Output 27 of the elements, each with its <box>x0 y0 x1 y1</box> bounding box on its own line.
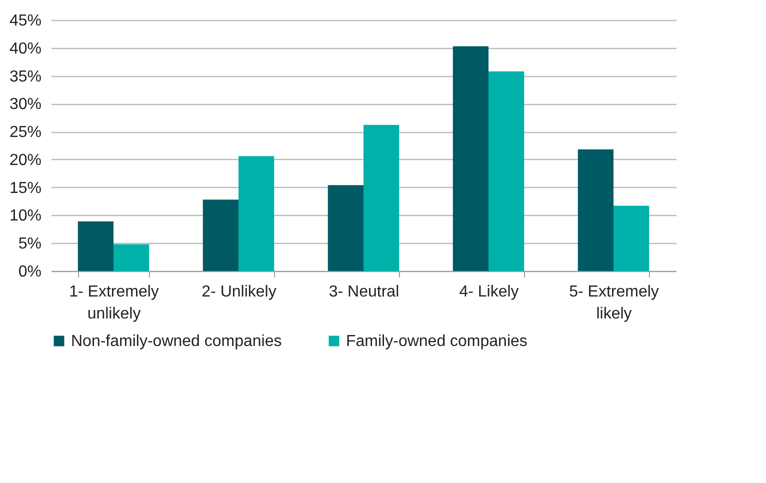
bar <box>328 185 364 271</box>
x-tick-label: 4- Likely <box>459 284 519 300</box>
y-tick-label: 25% <box>9 124 42 142</box>
bar <box>78 221 114 271</box>
y-tick-label: 35% <box>9 68 42 86</box>
bar <box>202 200 238 271</box>
x-tick-label: 5- Extremely likely <box>569 284 659 322</box>
bar <box>452 46 488 271</box>
y-tick-label: 40% <box>9 40 42 58</box>
bar <box>614 206 650 271</box>
bar <box>578 149 614 271</box>
legend-label: Family-owned companies <box>346 333 528 350</box>
bar <box>488 71 524 271</box>
y-tick-label: 5% <box>18 236 42 253</box>
legend-label: Non-family-owned companies <box>71 333 282 350</box>
y-tick-label: 30% <box>9 96 42 114</box>
y-tick-label: 20% <box>9 152 42 169</box>
y-tick-label: 15% <box>9 180 42 197</box>
bar <box>364 124 400 271</box>
x-tick-label: 2- Unlikely <box>202 284 276 300</box>
bar <box>114 244 150 271</box>
x-tick-label: 1- Extremely unlikely <box>69 284 159 322</box>
y-tick-label: 0% <box>18 264 42 280</box>
y-tick-label: 10% <box>9 208 42 225</box>
x-tick-label: 3- Neutral <box>328 284 400 300</box>
bar <box>238 156 274 271</box>
y-tick-label: 45% <box>9 12 42 30</box>
